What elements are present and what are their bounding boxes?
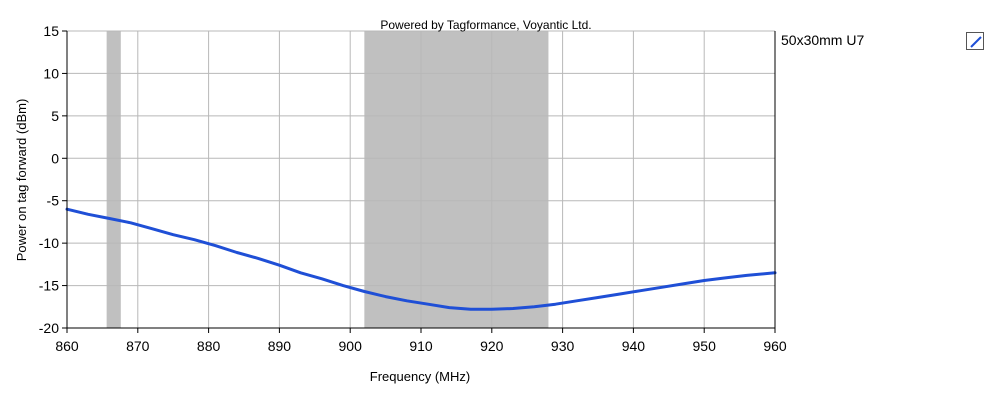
x-tick-label-2: 880 [197, 338, 221, 354]
y-tick-label-7: -20 [39, 320, 59, 336]
x-tick-label-5: 910 [409, 338, 433, 354]
shaded-bands [106, 31, 549, 328]
y-tick-label-5: -10 [39, 235, 59, 251]
x-tick-label-9: 950 [693, 338, 717, 354]
tick-labels: 860 870 880 890 900 910 920 930 940 950 960 15 10 5 0 -… [39, 23, 787, 354]
shaded-band-1 [364, 31, 549, 328]
y-tick-label-1: 10 [43, 65, 59, 81]
x-tick-label-6: 920 [480, 338, 504, 354]
legend-label: 50x30mm U7 [781, 32, 865, 48]
y-tick-label-6: -15 [39, 278, 59, 294]
grid [67, 30, 776, 329]
x-tick-label-3: 890 [268, 338, 292, 354]
y-tick-label-0: 15 [43, 23, 59, 39]
line-sample-icon [970, 36, 982, 48]
x-tick-label-10: 960 [763, 338, 787, 354]
y-tick-label-4: -5 [47, 193, 60, 209]
x-axis-title: Frequency (MHz) [370, 369, 470, 384]
shaded-band-0 [106, 31, 121, 328]
x-tick-label-1: 870 [126, 338, 150, 354]
x-tick-label-7: 930 [551, 338, 575, 354]
x-tick-label-0: 860 [55, 338, 79, 354]
x-tick-label-4: 900 [339, 338, 363, 354]
series-line-0 [65, 207, 777, 311]
chart-title: Powered by Tagformance, Voyantic Ltd. [380, 18, 591, 32]
legend-toggle-button[interactable] [966, 32, 984, 50]
y-axis-title: Power on tag forward (dBm) [14, 99, 29, 262]
y-tick-label-3: 0 [51, 150, 59, 166]
series-layer [65, 207, 777, 311]
x-tick-label-8: 940 [622, 338, 646, 354]
y-tick-label-2: 5 [51, 108, 59, 124]
